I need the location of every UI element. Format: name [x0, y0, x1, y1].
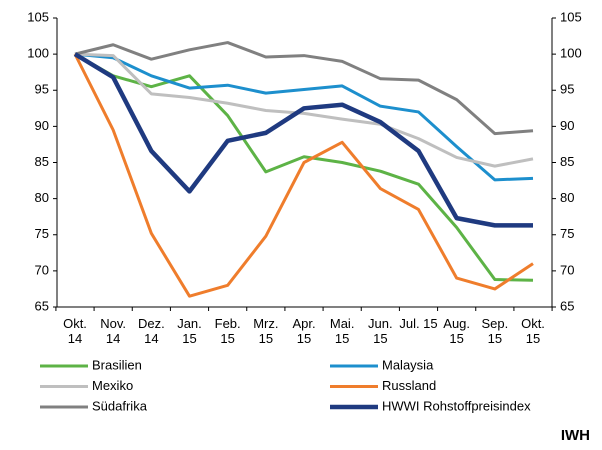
- y2-tick-label: 70: [560, 262, 574, 277]
- y2-tick-label: 80: [560, 190, 574, 205]
- series-line: [73, 52, 533, 228]
- x-tick-label: Dez. 14: [137, 316, 165, 346]
- y-tick-label: 100: [27, 46, 49, 61]
- x-tick-label: Sep. 15: [481, 316, 509, 346]
- legend-label: Brasilien: [92, 357, 142, 372]
- x-tick-label: Okt. 14: [63, 316, 87, 346]
- x-tick-label: Jul. 15: [399, 316, 438, 331]
- x-tick-label: Nov. 14: [100, 316, 127, 346]
- y-tick-label: 65: [35, 298, 49, 313]
- legend-label: HWWI Rohstoffpreisindex: [382, 398, 531, 413]
- legend-label: Südafrika: [92, 398, 148, 413]
- x-tick-label: Jun. 15: [368, 316, 393, 346]
- x-tick-label: Mrz. 15: [253, 316, 279, 346]
- x-tick-label: Mai. 15: [329, 316, 355, 346]
- y2-tick-label: 90: [560, 118, 574, 133]
- y-tick-label: 90: [35, 118, 49, 133]
- x-tick-label: Aug. 15: [443, 316, 471, 346]
- y2-tick-label: 75: [560, 226, 574, 241]
- series-line: [74, 52, 534, 282]
- legend-label: Mexiko: [92, 378, 133, 393]
- series-line: [74, 52, 534, 182]
- series-line: [73, 53, 534, 298]
- y-tick-label: 75: [35, 226, 49, 241]
- y-tick-label: 70: [35, 262, 49, 277]
- y2-tick-label: 85: [560, 154, 574, 169]
- y2-tick-label: 105: [560, 9, 582, 24]
- x-tick-label: Apr. 15: [292, 316, 316, 346]
- y2-tick-label: 100: [560, 46, 582, 61]
- series-line: [74, 41, 534, 136]
- x-tick-label: Okt. 15: [521, 316, 545, 346]
- legend-label: Russland: [382, 378, 436, 393]
- y-tick-label: 95: [35, 82, 49, 97]
- y-tick-label: 80: [35, 190, 49, 205]
- x-tick-label: Feb. 15: [214, 316, 241, 346]
- brand: IWH: [561, 427, 590, 444]
- y2-tick-label: 65: [560, 298, 574, 313]
- series-line: [74, 52, 534, 168]
- legend-label: Malaysia: [382, 357, 434, 372]
- x-tick-label: Jan. 15: [177, 316, 202, 346]
- y-tick-label: 85: [35, 154, 49, 169]
- y2-tick-label: 95: [560, 82, 574, 97]
- y-tick-label: 105: [27, 9, 49, 24]
